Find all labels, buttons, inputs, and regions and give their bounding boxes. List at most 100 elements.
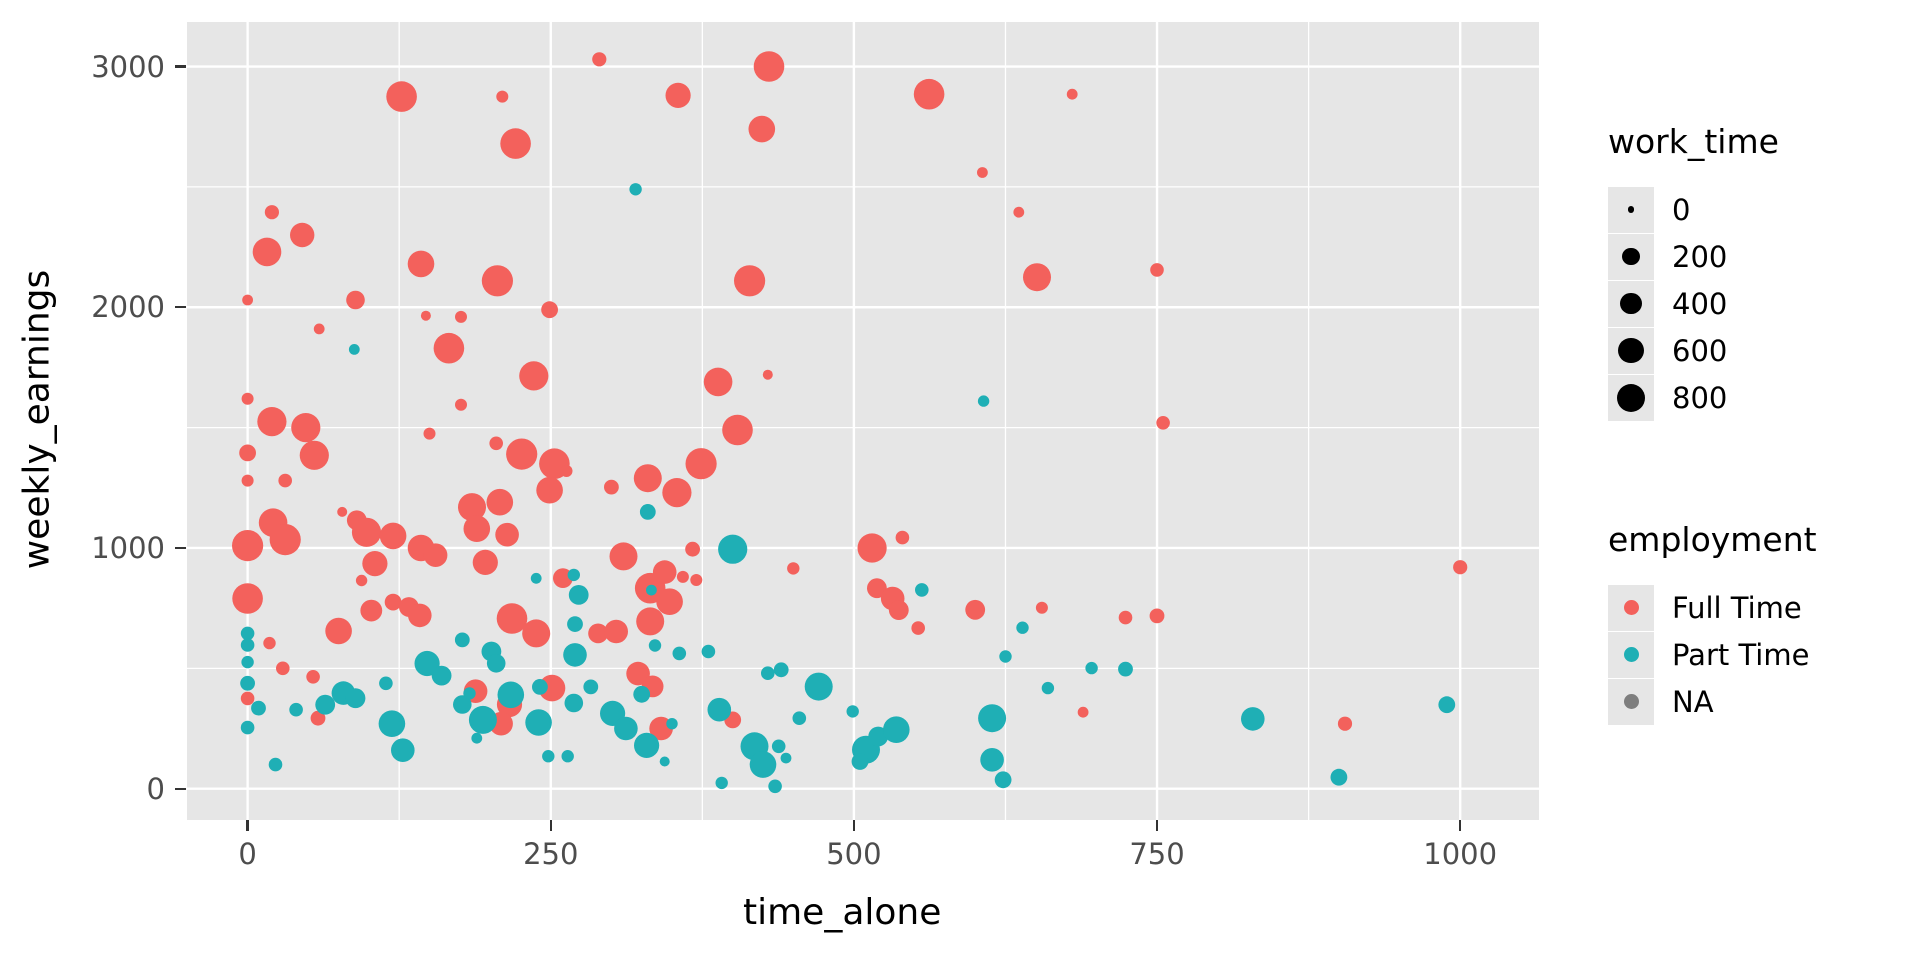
data-point-full_time: [269, 524, 301, 556]
color-legend-dot-icon: [1623, 694, 1639, 709]
data-point-full_time: [355, 574, 368, 587]
data-point-part_time: [240, 675, 255, 691]
data-point-part_time: [915, 583, 929, 597]
data-point-full_time: [753, 51, 785, 82]
data-point-part_time: [497, 681, 525, 709]
data-point-full_time: [252, 237, 282, 267]
data-point-full_time: [536, 476, 563, 504]
size-legend-dot-icon: [1620, 292, 1642, 315]
data-point-part_time: [792, 711, 807, 725]
data-point-full_time: [362, 551, 388, 577]
y-tick-label: 0: [146, 771, 165, 806]
color-legend-title: employment: [1608, 520, 1817, 559]
data-point-part_time: [804, 672, 833, 701]
x-tick-label: 1000: [1423, 837, 1498, 871]
data-point-full_time: [604, 479, 619, 495]
data-point-full_time: [522, 619, 551, 648]
size-legend-item: 0: [1608, 186, 1779, 233]
data-point-part_time: [749, 751, 777, 778]
size-legend-label: 800: [1672, 380, 1728, 415]
data-point-part_time: [391, 738, 415, 762]
data-point-part_time: [583, 679, 599, 695]
color-legend-label: NA: [1672, 684, 1714, 719]
data-point-part_time: [633, 685, 651, 703]
data-point-part_time: [471, 732, 483, 744]
data-point-part_time: [1085, 661, 1098, 675]
color-legend-dot-icon: [1623, 600, 1639, 615]
size-legend-dot-icon: [1617, 383, 1645, 412]
data-point-part_time: [1118, 661, 1133, 677]
y-tick-label: 1000: [91, 530, 165, 565]
data-point-full_time: [463, 515, 491, 542]
y-tick-mark: [175, 65, 186, 68]
x-tick-mark: [1155, 820, 1159, 831]
data-point-full_time: [965, 599, 986, 620]
size-legend-key: [1608, 374, 1654, 421]
data-point-part_time: [977, 395, 990, 407]
data-point-part_time: [414, 650, 440, 677]
data-point-full_time: [857, 533, 887, 563]
data-point-part_time: [289, 702, 303, 717]
data-point-full_time: [306, 670, 320, 684]
data-point-full_time: [500, 128, 531, 159]
data-point-full_time: [384, 593, 402, 611]
data-point-full_time: [685, 541, 700, 557]
color-legend-key: [1608, 678, 1654, 725]
color-legend-key: [1608, 584, 1654, 631]
data-point-full_time: [242, 294, 253, 306]
x-tick-label: 0: [238, 837, 257, 871]
data-point-part_time: [240, 720, 255, 735]
data-point-part_time: [715, 776, 728, 790]
data-point-full_time: [656, 588, 683, 615]
x-tick-label: 250: [523, 837, 579, 871]
data-point-full_time: [481, 265, 513, 297]
data-point-part_time: [666, 718, 678, 730]
data-point-full_time: [472, 549, 498, 576]
color-legend-dot-icon: [1623, 647, 1639, 662]
data-point-part_time: [567, 616, 583, 632]
data-point-full_time: [888, 600, 909, 620]
color-legend-label: Full Time: [1672, 590, 1802, 625]
data-point-full_time: [1013, 206, 1025, 218]
data-point-full_time: [734, 265, 766, 297]
plot-panel: [187, 22, 1539, 820]
data-point-full_time: [489, 436, 504, 451]
data-point-part_time: [525, 709, 552, 736]
data-point-full_time: [553, 568, 573, 588]
data-point-full_time: [626, 661, 650, 686]
y-tick-label: 2000: [91, 290, 165, 325]
data-point-full_time: [257, 407, 287, 437]
x-tick-label: 750: [1129, 837, 1185, 871]
data-point-part_time: [1041, 681, 1055, 695]
data-point-part_time: [994, 771, 1012, 789]
data-point-part_time: [629, 183, 642, 196]
data-point-part_time: [561, 750, 574, 763]
data-point-part_time: [486, 654, 506, 673]
size-legend-title: work_time: [1608, 122, 1779, 161]
data-point-full_time: [232, 583, 263, 614]
data-point-full_time: [496, 603, 528, 634]
data-point-full_time: [240, 691, 255, 706]
data-point-full_time: [313, 323, 325, 335]
data-point-part_time: [454, 632, 470, 648]
data-point-part_time: [718, 534, 748, 564]
data-point-full_time: [541, 301, 558, 319]
data-point-full_time: [496, 90, 509, 103]
data-point-full_time: [299, 440, 329, 470]
data-point-full_time: [1150, 263, 1164, 277]
data-point-full_time: [703, 367, 733, 397]
data-point-full_time: [676, 570, 689, 583]
data-point-full_time: [652, 560, 677, 584]
data-point-full_time: [1453, 560, 1468, 575]
data-point-part_time: [542, 750, 555, 763]
size-legend-item: 800: [1608, 374, 1779, 421]
data-point-part_time: [240, 626, 255, 641]
data-point-part_time: [530, 572, 542, 584]
data-point-full_time: [977, 167, 988, 178]
data-point-part_time: [980, 748, 1004, 772]
data-point-part_time: [851, 753, 869, 770]
color-legend-item: Full Time: [1608, 584, 1817, 631]
data-point-full_time: [232, 530, 264, 562]
data-point-full_time: [1066, 88, 1078, 100]
